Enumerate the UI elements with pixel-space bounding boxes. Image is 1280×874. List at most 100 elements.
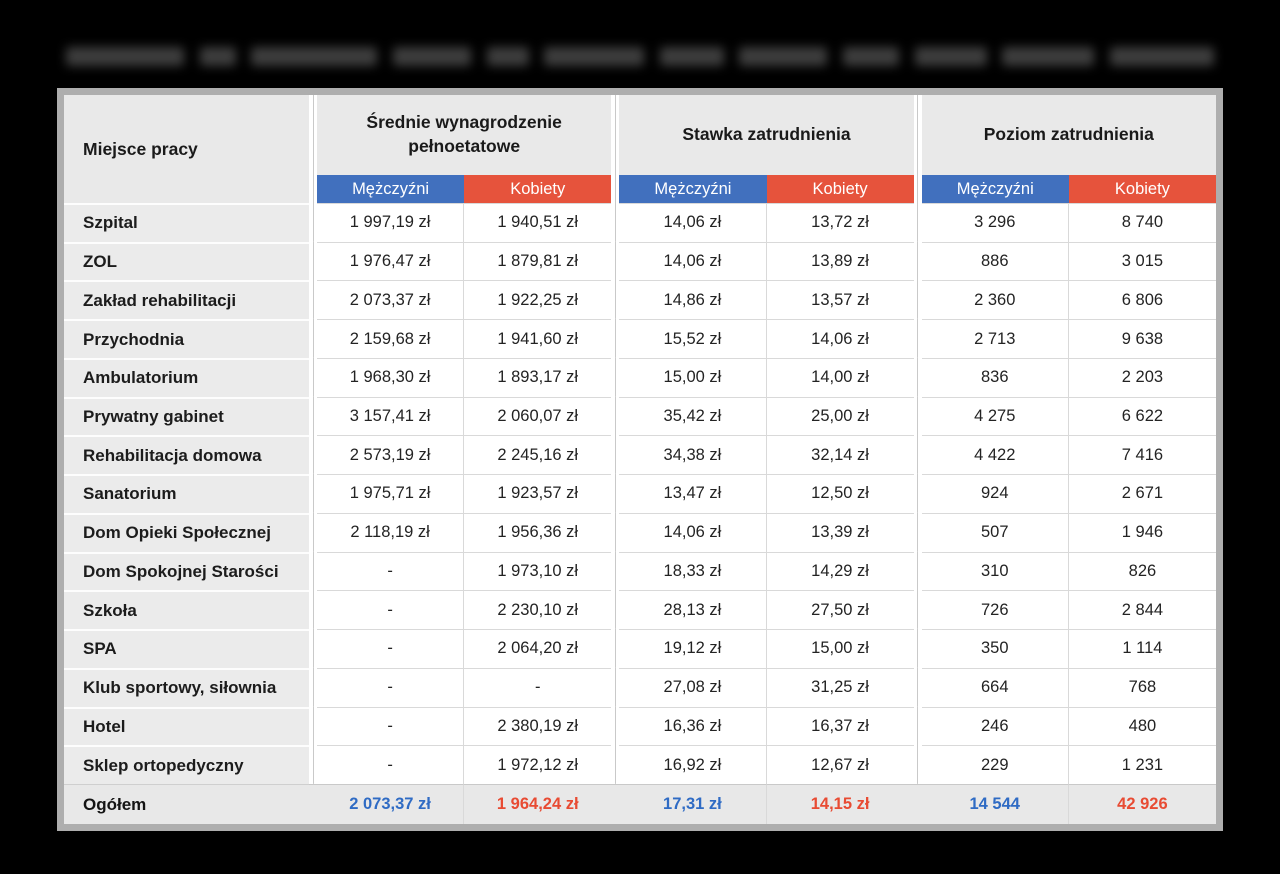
row-label: Sklep ortopedyczny	[64, 745, 309, 784]
cell-value: 31,25 zł	[766, 667, 914, 707]
employment-table: Miejsce pracy Średnie wynagrodzenie pełn…	[64, 95, 1216, 824]
cell-value: 2 713	[921, 319, 1069, 358]
column-group-divider	[913, 706, 922, 746]
column-group-divider	[913, 512, 922, 552]
redacted-title-word	[1109, 46, 1214, 66]
column-group-divider	[309, 590, 317, 630]
redacted-title-word	[1002, 46, 1095, 66]
cell-value: 2 573,19 zł	[317, 435, 465, 475]
column-group-divider	[611, 396, 620, 436]
column-group-divider	[913, 551, 922, 591]
column-group-divider	[309, 241, 317, 281]
column-header-workplace: Miejsce pracy	[64, 95, 309, 203]
row-label: Prywatny gabinet	[64, 396, 309, 436]
employment-table-card: Miejsce pracy Średnie wynagrodzenie pełn…	[57, 88, 1223, 831]
cell-value: 229	[921, 745, 1069, 784]
redacted-title-word	[66, 46, 184, 66]
cell-value: 664	[921, 667, 1069, 707]
column-group-divider	[913, 667, 922, 707]
column-group-divider	[309, 551, 317, 591]
subheader-women: Kobiety	[464, 175, 612, 203]
column-group-divider	[611, 745, 620, 784]
subheader-men: Mężczyźni	[317, 175, 465, 203]
column-group-divider	[309, 357, 317, 397]
cell-value: 826	[1068, 551, 1216, 591]
total-cell-value: 14,15 zł	[766, 784, 914, 824]
row-label: Przychodnia	[64, 319, 309, 358]
cell-value: 34,38 zł	[619, 435, 767, 475]
cell-value: 1 972,12 zł	[464, 745, 612, 784]
cell-value: 2 118,19 zł	[317, 512, 465, 552]
cell-value: 3 015	[1068, 241, 1216, 281]
column-group-divider	[913, 590, 922, 630]
cell-value: 4 422	[921, 435, 1069, 475]
column-group-divider	[309, 667, 317, 707]
redacted-title-word	[251, 46, 378, 66]
cell-value: 28,13 zł	[619, 590, 767, 630]
cell-value: 2 073,37 zł	[317, 280, 465, 320]
cell-value: 1 997,19 zł	[317, 203, 465, 242]
column-group-divider	[309, 512, 317, 552]
column-group-divider	[913, 474, 922, 513]
cell-value: 6 622	[1068, 396, 1216, 436]
cell-value: 14,29 zł	[766, 551, 914, 591]
column-group-divider	[309, 95, 317, 203]
column-group-divider	[611, 241, 620, 281]
redacted-title-word	[739, 46, 828, 66]
cell-value: 4 275	[921, 396, 1069, 436]
redacted-title-word	[199, 46, 236, 66]
column-group-divider	[611, 551, 620, 591]
cell-value: 15,00 zł	[619, 357, 767, 397]
cell-value: 2 060,07 zł	[464, 396, 612, 436]
cell-value: 2 203	[1068, 357, 1216, 397]
cell-value: 2 844	[1068, 590, 1216, 630]
cell-value: 1 114	[1068, 629, 1216, 668]
column-group-employment-level: Poziom zatrudnienia	[921, 95, 1216, 175]
row-label: Ambulatorium	[64, 357, 309, 397]
redacted-title-word	[659, 46, 724, 66]
cell-value: 13,39 zł	[766, 512, 914, 552]
column-group-divider	[611, 95, 620, 203]
cell-value: 35,42 zł	[619, 396, 767, 436]
column-group-divider	[611, 357, 620, 397]
column-group-divider	[913, 95, 922, 203]
cell-value: 480	[1068, 706, 1216, 746]
subheader-women: Kobiety	[766, 175, 914, 203]
cell-value: 2 064,20 zł	[464, 629, 612, 668]
cell-value: 14,86 zł	[619, 280, 767, 320]
cell-value: -	[317, 551, 465, 591]
row-label: SPA	[64, 629, 309, 668]
cell-value: 2 671	[1068, 474, 1216, 513]
cell-value: 18,33 zł	[619, 551, 767, 591]
column-group-divider	[611, 203, 620, 242]
cell-value: 836	[921, 357, 1069, 397]
row-label: Szkoła	[64, 590, 309, 630]
column-group-divider	[913, 745, 922, 784]
cell-value: 1 879,81 zł	[464, 241, 612, 281]
column-group-divider	[309, 435, 317, 475]
cell-value: 3 157,41 zł	[317, 396, 465, 436]
column-group-divider	[913, 280, 922, 320]
column-group-divider	[913, 784, 922, 824]
redacted-title-word	[544, 46, 645, 66]
cell-value: 14,06 zł	[619, 512, 767, 552]
column-group-divider	[913, 241, 922, 281]
cell-value: 12,50 zł	[766, 474, 914, 513]
cell-value: 1 956,36 zł	[464, 512, 612, 552]
cell-value: 16,92 zł	[619, 745, 767, 784]
column-group-divider	[913, 203, 922, 242]
column-group-divider	[913, 357, 922, 397]
cell-value: 12,67 zł	[766, 745, 914, 784]
redacted-title-word	[392, 46, 471, 66]
row-label: Dom Opieki Społecznej	[64, 512, 309, 552]
cell-value: 726	[921, 590, 1069, 630]
cell-value: 15,00 zł	[766, 629, 914, 668]
column-group-divider	[309, 784, 317, 824]
cell-value: -	[317, 667, 465, 707]
redacted-title	[66, 44, 1214, 68]
cell-value: 13,89 zł	[766, 241, 914, 281]
cell-value: 924	[921, 474, 1069, 513]
cell-value: 507	[921, 512, 1069, 552]
cell-value: 19,12 zł	[619, 629, 767, 668]
column-group-divider	[309, 706, 317, 746]
